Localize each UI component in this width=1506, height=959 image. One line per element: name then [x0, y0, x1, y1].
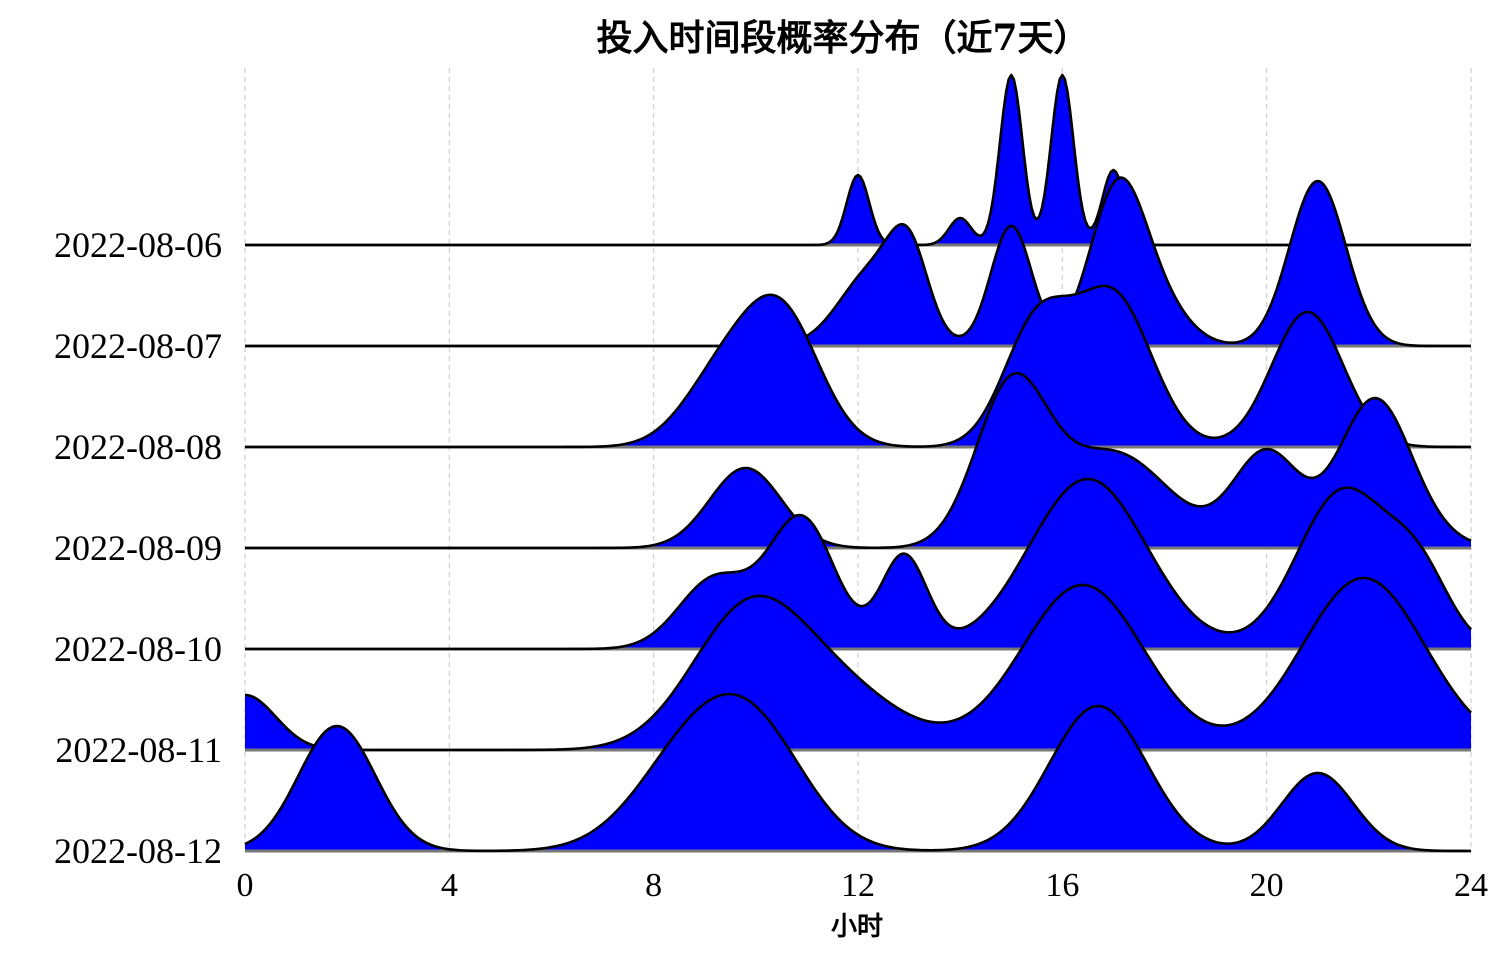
- ridge-fill: [245, 286, 1471, 447]
- ridge-fill: [245, 578, 1471, 750]
- ridge-fill: [245, 694, 1471, 851]
- ridge-2022-08-06: [245, 73, 1471, 247]
- x-tick-label: 16: [1045, 867, 1079, 904]
- x-tick-label: 4: [441, 867, 458, 904]
- ridge-fill: [245, 373, 1471, 548]
- y-tick-labels: 2022-08-06 2022-08-07 2022-08-08 2022-08-09…: [54, 225, 222, 871]
- ridge-fill: [245, 479, 1471, 649]
- x-tick-label: 24: [1454, 867, 1488, 904]
- ridge-fill: [245, 74, 1471, 246]
- y-tick-label: 2022-08-11: [55, 730, 222, 770]
- ridge-outline: [245, 477, 1472, 651]
- y-tick-label: 2022-08-09: [54, 528, 222, 568]
- y-tick-label: 2022-08-06: [54, 225, 222, 265]
- ridge-2022-08-07: [245, 176, 1471, 348]
- chart-title: 投入时间段概率分布（近7天）: [596, 17, 1089, 59]
- x-tick-labels: 0 4 8 12 16 20 24: [237, 867, 1489, 904]
- ridge-outline: [244, 576, 1472, 752]
- ridge-2022-08-11: [244, 576, 1472, 752]
- ridge-fill: [245, 177, 1471, 346]
- ridge-outline: [244, 692, 1471, 853]
- ridge-outline: [245, 371, 1472, 550]
- ridge-outline: [245, 73, 1471, 247]
- x-tick-label: 0: [237, 867, 254, 904]
- y-tick-label: 2022-08-07: [54, 326, 222, 366]
- ridge-2022-08-12: [244, 692, 1471, 853]
- x-axis-label: 小时: [831, 912, 883, 942]
- ridge-2022-08-10: [245, 477, 1472, 651]
- ridges: [244, 73, 1472, 853]
- x-tick-label: 20: [1250, 867, 1284, 904]
- y-tick-label: 2022-08-12: [54, 831, 222, 871]
- y-tick-label: 2022-08-08: [54, 427, 222, 467]
- ridge-outline: [245, 176, 1471, 348]
- x-tick-label: 12: [841, 867, 875, 904]
- y-tick-label: 2022-08-10: [54, 629, 222, 669]
- ridge-outline: [245, 284, 1472, 449]
- x-tick-label: 8: [645, 867, 662, 904]
- ridge-2022-08-08: [245, 284, 1472, 449]
- ridge-2022-08-09: [245, 371, 1472, 550]
